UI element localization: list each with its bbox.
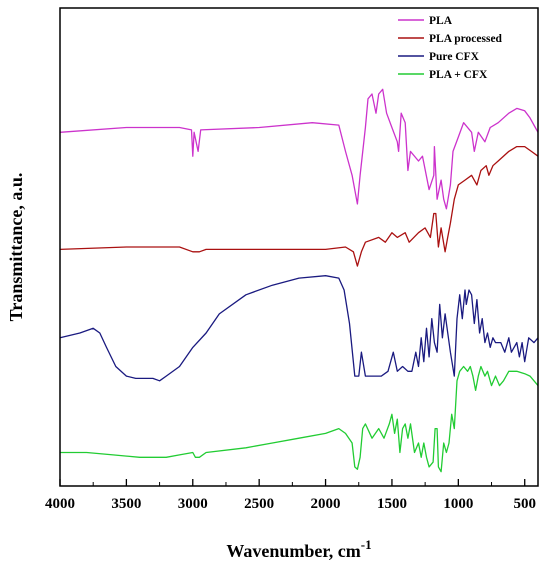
x-tick-label: 1500 — [377, 496, 407, 512]
x-tick-label: 2000 — [311, 496, 341, 512]
series-line-2 — [59, 275, 539, 382]
y-axis-title: Transmittance, a.u. — [6, 173, 26, 322]
legend-label-3: PLA + CFX — [429, 69, 488, 81]
series-line-3 — [60, 365, 539, 473]
legend-label-1: PLA processed — [429, 33, 503, 45]
x-tick-label: 3500 — [111, 496, 141, 512]
x-axis-title: Wavenumber, cm-1 — [226, 537, 371, 561]
plot-frame — [59, 7, 539, 487]
x-tick-label: 500 — [513, 496, 536, 512]
series-curves — [59, 88, 539, 473]
x-tick-label: 4000 — [45, 496, 75, 512]
legend: PLA PLA processed Pure CFX PLA + CFX — [398, 15, 503, 81]
legend-label-0: PLA — [429, 15, 453, 27]
series-line-0 — [59, 88, 539, 210]
x-tick-label: 3000 — [178, 496, 208, 512]
x-axis-ticks: 4000 3500 3000 2500 2000 1500 1000 500 — [45, 479, 536, 512]
series-line-1 — [59, 145, 539, 267]
x-tick-label: 1000 — [443, 496, 473, 512]
legend-label-2: Pure CFX — [429, 51, 480, 63]
x-tick-label: 2500 — [244, 496, 274, 512]
